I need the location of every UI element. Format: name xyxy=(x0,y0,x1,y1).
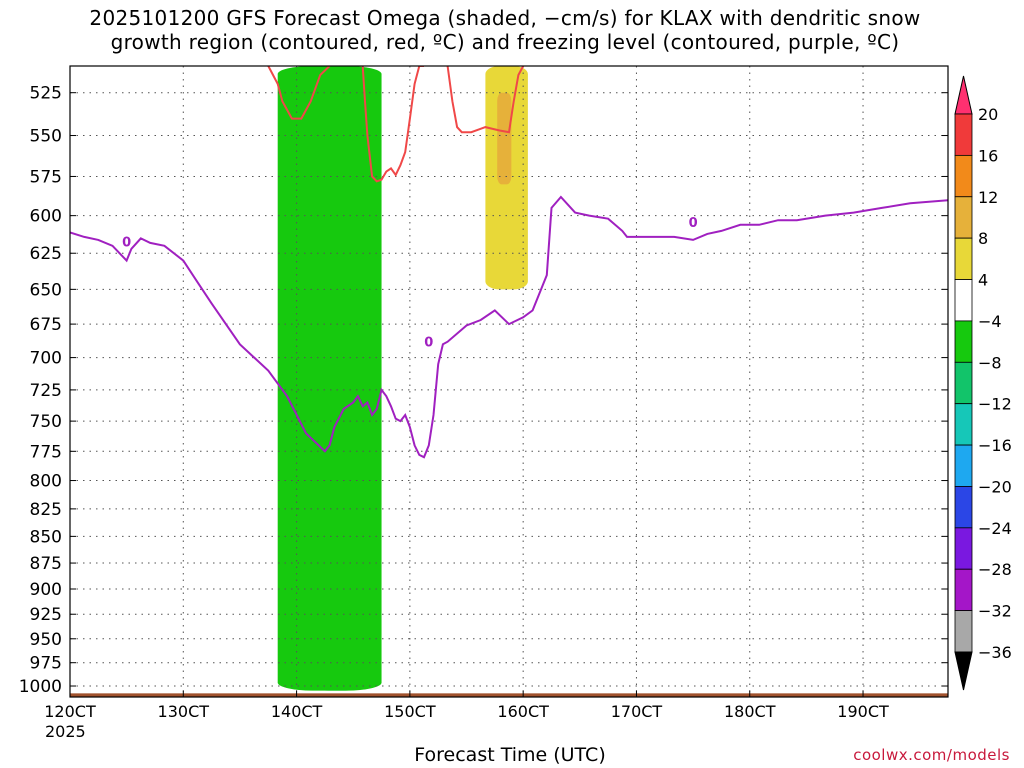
colorbar-segment xyxy=(954,568,973,612)
x-tick-label: 120CT xyxy=(44,702,96,721)
colorbar-tick-label: −12 xyxy=(978,395,1012,414)
snow-growth-contour xyxy=(446,66,525,134)
colorbar-tick-label: 4 xyxy=(978,271,988,290)
y-tick-label: 850 xyxy=(30,527,62,547)
colorbar-tick-label: −4 xyxy=(978,312,1002,331)
snow-growth-contour xyxy=(361,66,424,183)
chart-title: 2025101200 GFS Forecast Omega (shaded, −… xyxy=(0,6,1010,54)
y-tick-label: 975 xyxy=(30,654,62,674)
colorbar-tick-label: −28 xyxy=(978,560,1012,579)
colorbar-tick-label: −20 xyxy=(978,477,1012,496)
y-tick-label: 750 xyxy=(30,412,62,432)
omega-shade-neg4 xyxy=(277,66,382,691)
colorbar-tick-label: 8 xyxy=(978,229,988,248)
x-tick-label: 140CT xyxy=(271,702,323,721)
x-tick-label: 160CT xyxy=(497,702,549,721)
freezing-level-label: 0 xyxy=(122,235,131,250)
snow-growth-contour xyxy=(267,66,331,120)
colorbar-segment xyxy=(954,486,973,529)
plot-frame xyxy=(69,65,949,698)
colorbar-segment xyxy=(954,113,973,156)
y-tick-label: 550 xyxy=(30,127,62,147)
colorbar-bottom-arrow xyxy=(954,651,973,691)
x-tick-label: 190CT xyxy=(837,702,889,721)
colorbar-segment xyxy=(954,527,973,570)
colorbar-segment xyxy=(954,361,973,405)
y-tick-label: 650 xyxy=(30,280,62,300)
y-tick-label: 900 xyxy=(30,580,62,600)
y-tick-label: 525 xyxy=(30,84,62,104)
y-tick-label: 1000 xyxy=(19,677,62,697)
colorbar-tick-label: −32 xyxy=(978,602,1012,621)
colorbar-segment xyxy=(954,154,973,198)
y-tick-label: 825 xyxy=(30,500,62,520)
y-tick-label: 925 xyxy=(30,605,62,625)
plot-area: 0 0 0 xyxy=(70,66,948,697)
y-tick-label: 700 xyxy=(30,349,62,369)
x-tick-label: 180CT xyxy=(724,702,776,721)
colorbar-tick-label: −24 xyxy=(978,519,1012,538)
omega-shade-8 xyxy=(497,92,512,185)
colorbar-segment xyxy=(954,196,973,239)
y-tick-label: 950 xyxy=(30,630,62,650)
colorbar-segment xyxy=(954,610,973,653)
colorbar-tick-label: 20 xyxy=(978,105,998,124)
y-tick-label: 600 xyxy=(30,207,62,227)
y-tick-label: 625 xyxy=(30,244,62,264)
y-tick-label: 775 xyxy=(30,442,62,462)
colorbar-tick-label: −36 xyxy=(978,643,1012,662)
x-tick-label: 150CT xyxy=(384,702,436,721)
x-tick-label: 130CT xyxy=(158,702,210,721)
colorbar-tick-label: −16 xyxy=(978,436,1012,455)
colorbar-tick-label: −8 xyxy=(978,353,1002,372)
credit-link[interactable]: coolwx.com/models xyxy=(853,746,1010,764)
y-tick-label: 725 xyxy=(30,381,62,401)
freezing-level-line xyxy=(70,195,948,459)
title-line-2: growth region (contoured, red, ºC) and f… xyxy=(110,30,900,54)
colorbar-tick-label: 12 xyxy=(978,188,998,207)
colorbar-segment xyxy=(954,237,973,280)
y-tick-label: 575 xyxy=(30,167,62,187)
y-tick-label: 800 xyxy=(30,472,62,492)
x-year-label: 2025 xyxy=(45,722,86,741)
colorbar-segment xyxy=(954,403,973,446)
y-tick-label: 875 xyxy=(30,554,62,574)
x-axis-label: Forecast Time (UTC) xyxy=(414,744,606,766)
x-tick-label: 170CT xyxy=(611,702,663,721)
colorbar-segment xyxy=(954,444,973,487)
colorbar-top-arrow xyxy=(954,75,973,115)
colorbar-segment xyxy=(954,279,973,322)
freezing-level-label: 0 xyxy=(689,216,698,231)
y-tick-label: 675 xyxy=(30,315,62,335)
colorbar-tick-label: 16 xyxy=(978,146,998,165)
colorbar-segment xyxy=(954,320,973,363)
freezing-level-label: 0 xyxy=(424,336,433,351)
terrain-band xyxy=(70,693,948,697)
title-line-1: 2025101200 GFS Forecast Omega (shaded, −… xyxy=(89,6,921,30)
